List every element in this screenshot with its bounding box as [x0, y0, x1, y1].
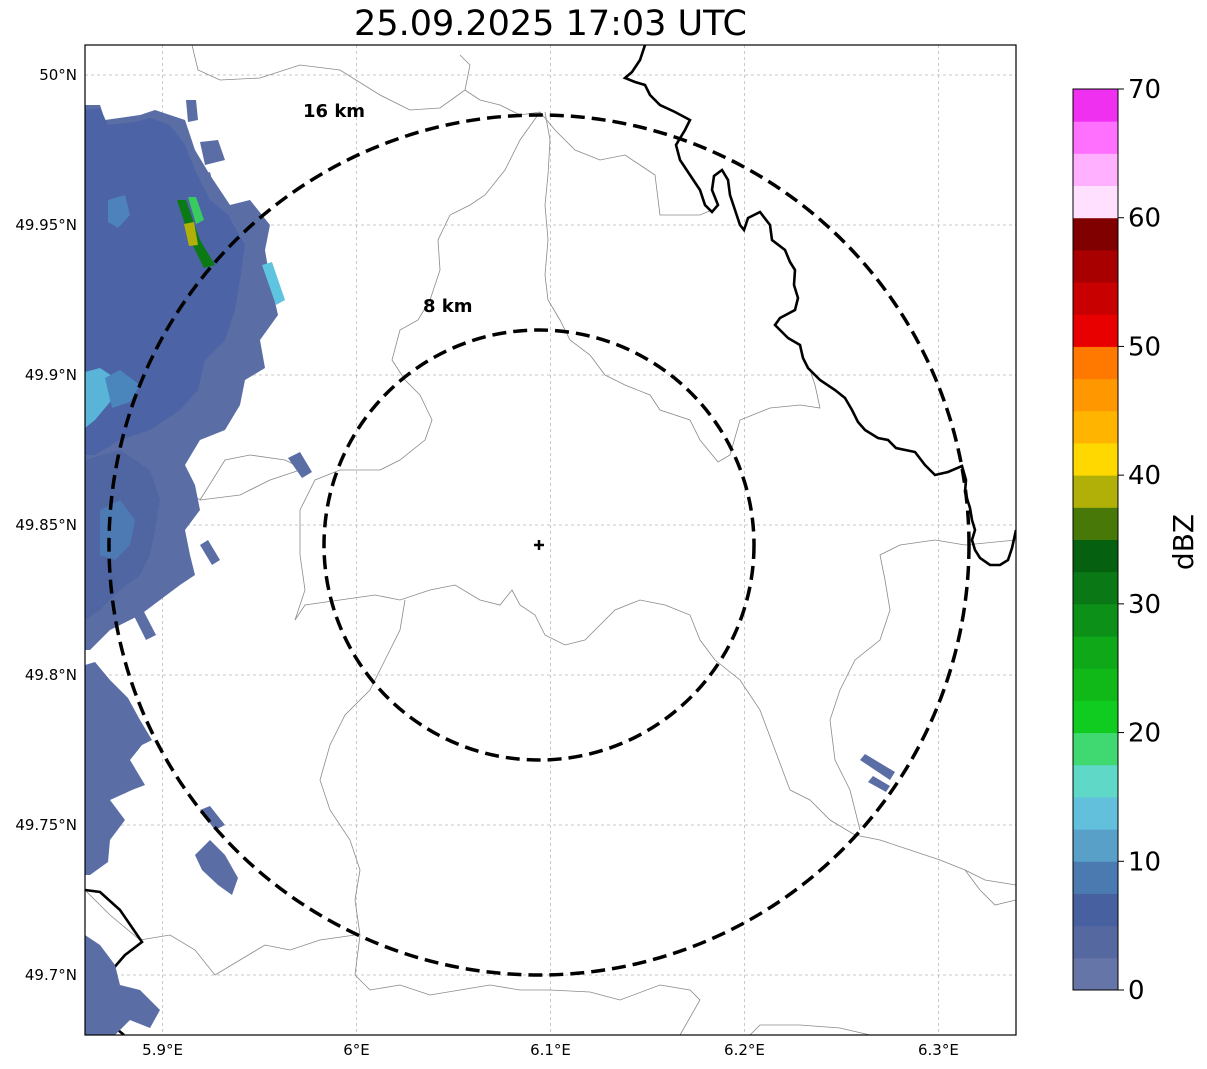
colorbar-bin	[1073, 507, 1118, 540]
graticule	[85, 45, 1016, 1035]
longitude-ticks: 5.9°E 6°E 6.1°E 6.2°E 6.3°E	[142, 1041, 959, 1059]
colorbar-tick-label: 60	[1128, 204, 1161, 234]
range-ring-8km	[322, 328, 756, 762]
colorbar-bin	[1073, 539, 1118, 573]
colorbar-bin	[1073, 475, 1118, 508]
colorbar-tick-label: 0	[1128, 976, 1145, 1006]
colorbar-bin	[1073, 636, 1118, 669]
colorbar-bin	[1073, 282, 1118, 315]
colorbar-bin	[1073, 185, 1118, 219]
y-tick-label: 49.95°N	[15, 216, 77, 234]
colorbar-bin	[1073, 217, 1118, 251]
colorbar-bin	[1073, 410, 1118, 444]
colorbar-bin	[1073, 153, 1118, 187]
map-frame	[84, 44, 1017, 1036]
colorbar-label: dBZ	[1167, 514, 1200, 570]
colorbar-bin	[1073, 796, 1118, 830]
colorbar-bin	[1073, 732, 1118, 766]
colorbar-tick-label: 10	[1128, 847, 1161, 877]
x-tick-label: 6.1°E	[530, 1041, 571, 1059]
colorbar-tick-label: 30	[1128, 590, 1161, 620]
range-rings	[107, 113, 971, 977]
colorbar-bin	[1073, 346, 1118, 380]
colorbar-bin	[1073, 861, 1118, 894]
colorbar-ticks: 0 10 20 30 40 50 60 70	[1118, 75, 1161, 1006]
colorbar-tick-label: 70	[1128, 75, 1161, 105]
map-title: 25.09.2025 17:03 UTC	[354, 4, 747, 44]
colorbar-bin	[1073, 893, 1118, 927]
colorbar-bin	[1073, 89, 1118, 122]
colorbar-bin	[1073, 925, 1118, 959]
y-tick-label: 49.9°N	[25, 366, 77, 384]
colorbar-bin	[1073, 957, 1118, 991]
colorbar-tick-label: 20	[1128, 719, 1161, 749]
colorbar-bin	[1073, 700, 1118, 734]
y-tick-label: 49.7°N	[25, 966, 77, 984]
colorbar-bin	[1073, 249, 1118, 283]
x-tick-label: 6°E	[343, 1041, 370, 1059]
colorbar-tick-label: 40	[1128, 461, 1161, 491]
ring-label-8km: 8 km	[423, 296, 473, 317]
colorbar-tick-label: 50	[1128, 332, 1161, 362]
colorbar-bin	[1073, 829, 1118, 862]
colorbar	[1072, 88, 1119, 991]
range-ring-16km	[107, 113, 971, 977]
colorbar-bin	[1073, 314, 1118, 347]
colorbar-bin	[1073, 571, 1118, 605]
district-boundaries	[85, 45, 1016, 1035]
colorbar-frame	[1072, 88, 1119, 991]
ring-label-16km: 16 km	[303, 101, 365, 122]
colorbar-bin	[1073, 668, 1118, 701]
x-tick-label: 6.3°E	[918, 1041, 959, 1059]
x-tick-label: 5.9°E	[142, 1041, 183, 1059]
radar-site-marker	[534, 540, 544, 550]
colorbar-bin	[1073, 603, 1118, 637]
y-tick-label: 50°N	[39, 66, 77, 84]
colorbar-bin	[1073, 378, 1118, 412]
x-tick-label: 6.2°E	[724, 1041, 765, 1059]
y-tick-label: 49.75°N	[15, 816, 77, 834]
latitude-ticks: 50°N 49.95°N 49.9°N 49.85°N 49.8°N 49.75°N 49.…	[15, 66, 77, 984]
colorbar-bin	[1073, 764, 1118, 798]
reflectivity-echoes	[85, 100, 895, 1035]
y-tick-label: 49.8°N	[25, 666, 77, 684]
y-tick-label: 49.85°N	[15, 516, 77, 534]
colorbar-bin	[1073, 121, 1118, 154]
colorbar-bin	[1073, 442, 1118, 476]
